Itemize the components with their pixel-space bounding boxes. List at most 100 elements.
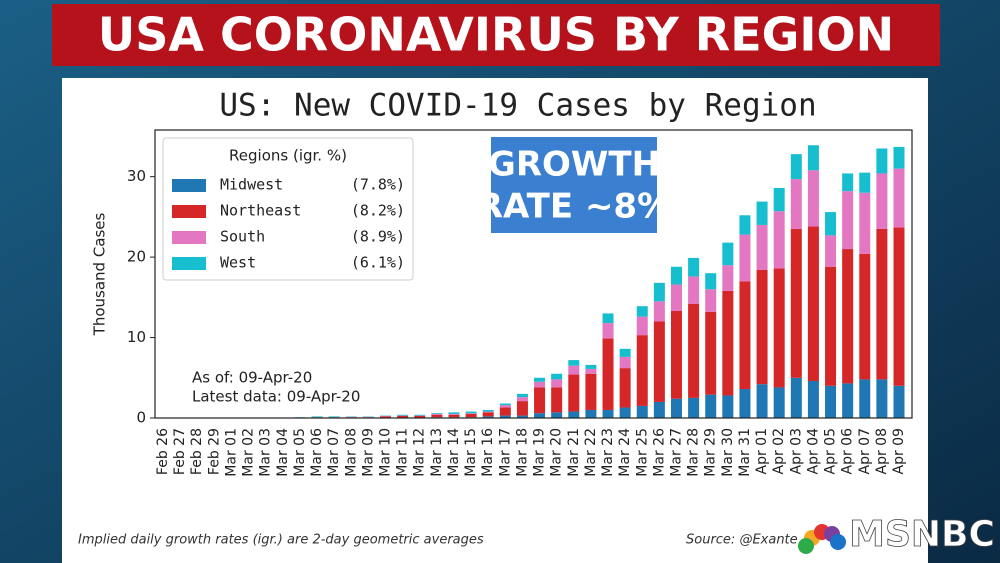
x-tick-label: Mar 31 [737,428,753,477]
growth-text: GROWTH [488,145,660,185]
bar-segment [807,226,819,381]
bar-segment [431,414,443,418]
bar-segment [842,383,854,418]
bar-segment [499,405,511,408]
banner-title: USA CORONAVIRUS BY REGION [98,8,894,62]
bar-segment [636,306,648,317]
bar-segment [807,145,819,171]
legend-swatch [172,231,206,244]
bar-segment [688,303,700,398]
y-tick-label: 20 [127,248,146,266]
x-tick-label: Apr 06 [840,428,856,475]
legend-swatch [172,179,206,192]
bar-segment [705,273,717,290]
legend-igr: (7.8%) [351,176,405,194]
bar-segment [739,389,751,418]
bar-segment [482,411,494,413]
bar-segment [414,415,426,418]
x-tick-label: Mar 03 [258,428,274,477]
bar-segment [585,364,597,369]
bar-segment [825,385,837,418]
bar-segment [876,228,888,380]
x-tick-label: Mar 17 [497,428,513,477]
bar-segment [859,253,871,380]
bar-segment [568,374,580,412]
x-tick-label: Mar 30 [720,428,736,477]
x-tick-label: Mar 27 [668,428,684,477]
bar-segment [756,269,768,385]
banner-bar [52,4,940,66]
bar-segment [739,215,751,235]
legend-label: Midwest [220,176,283,194]
bar-segment [431,413,443,414]
legend-igr: (6.1%) [351,254,405,272]
bar-segment [705,394,717,418]
bar-segment [670,266,682,285]
bar-segment [568,411,580,418]
bar-segment [705,311,717,395]
bar-segment [893,168,905,228]
bar-segment [756,384,768,418]
bar-segment [859,192,871,254]
bar-segment [516,397,528,402]
bar-segment [893,227,905,386]
x-tick-label: Mar 01 [223,428,239,477]
x-tick-label: Mar 22 [583,428,599,477]
bar-segment [859,172,871,193]
bar-segment [722,242,734,266]
bar-segment [893,385,905,418]
x-tick-label: Mar 24 [617,428,633,477]
bar-segment [739,281,751,390]
bar-segment [739,234,751,282]
bar-segment [516,393,528,398]
bar-segment [619,348,631,357]
x-tick-label: Mar 02 [241,428,257,477]
legend-title: Regions (igr. %) [229,147,347,165]
bar-segment [688,276,700,304]
x-tick-label: Apr 01 [754,428,770,474]
bar-segment [431,413,443,415]
bar-segment [842,173,854,192]
x-tick-label: Mar 05 [292,428,308,477]
bar-segment [653,321,665,402]
legend-label: Northeast [220,202,301,220]
x-tick-label: Mar 18 [514,428,530,477]
bar-segment [380,416,392,418]
x-tick-label: Mar 07 [326,428,342,477]
x-tick-label: Mar 26 [651,428,667,477]
x-tick-label: Mar 06 [309,428,325,477]
x-tick-label: Feb 29 [206,428,222,475]
bar-segment [790,154,802,180]
annotation: Latest data: 09-Apr-20 [192,388,360,406]
x-tick-label: Apr 04 [805,428,821,475]
bar-segment [534,377,546,382]
bar-segment [773,211,785,269]
x-tick-label: Apr 05 [823,428,839,474]
bar-segment [619,356,631,369]
x-tick-label: Mar 21 [566,428,582,477]
bar-segment [842,191,854,250]
y-tick-label: 0 [136,409,146,427]
bar-segment [670,398,682,418]
bar-segment [465,413,477,418]
bar-segment [756,224,768,270]
bar-segment [328,416,340,418]
bar-segment [397,414,409,416]
x-tick-label: Mar 15 [463,428,479,477]
bar-segment [585,373,597,410]
bar-segment [653,301,665,322]
x-tick-label: Mar 12 [412,428,428,477]
bar-segment [688,257,700,277]
bar-segment [516,415,528,418]
legend-swatch [172,205,206,218]
bar-segment [705,289,717,312]
bar-segment [773,387,785,418]
bar-segment [551,379,563,388]
bar-segment [397,415,409,418]
growth-box [491,137,657,233]
x-tick-label: Mar 11 [395,428,411,477]
bar-segment [619,368,631,408]
bar-segment [414,414,426,416]
bar-segment [636,335,648,406]
bar-segment [722,395,734,418]
